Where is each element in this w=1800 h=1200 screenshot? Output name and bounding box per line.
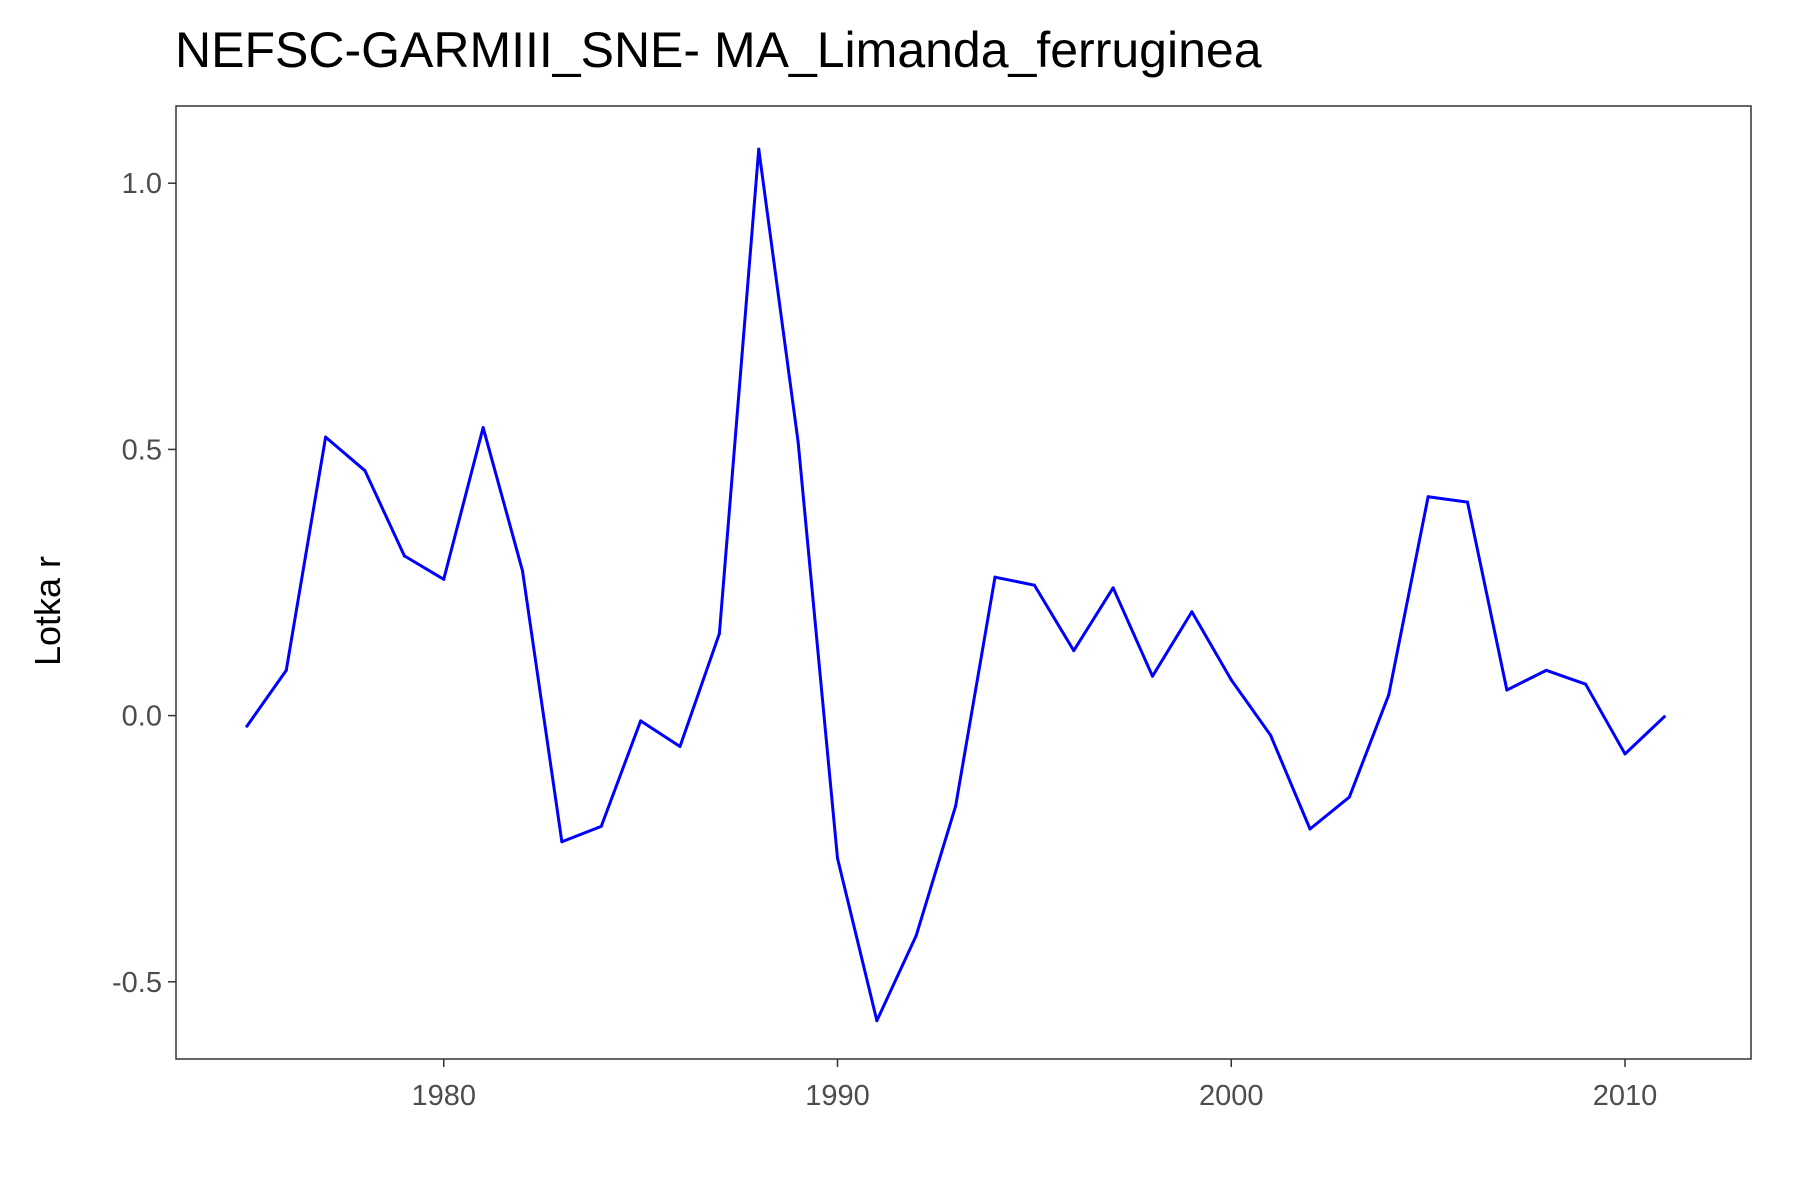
data-point-2000 [1229,678,1233,682]
data-point-1990 [836,856,839,860]
data-point-1982 [521,569,524,573]
data-point-2005 [1426,495,1430,499]
x-tick-label: 2000 [1199,1080,1264,1112]
y-axis-label: Lotka r [27,556,68,666]
data-point-1988 [757,147,761,151]
data-point-2006 [1466,500,1469,504]
y-tick-label: -0.5 [112,967,162,999]
data-point-2010 [1623,752,1627,756]
data-point-1979 [402,554,406,558]
data-point-2009 [1584,682,1588,686]
data-point-1981 [481,426,485,430]
data-point-1998 [1151,674,1154,678]
x-tick-label: 1990 [805,1080,870,1112]
plot-panel-border [175,105,1752,1060]
series-line [245,147,1666,1023]
y-tick-label: 1.0 [122,168,162,200]
data-point-2003 [1347,795,1351,799]
data-point-1983 [560,840,564,844]
chart-title: NEFSC-GARMIII_SNE- MA_Limanda_ferruginea [175,22,1262,78]
data-point-1995 [1032,583,1036,587]
data-point-1978 [363,469,367,473]
data-point-2008 [1544,668,1548,672]
data-point-1991 [875,1019,879,1023]
data-point-2002 [1308,827,1312,831]
y-axis: 1.0 0.5 0.0 -0.5 [112,168,176,999]
data-point-1996 [1072,649,1076,653]
data-point-1994 [993,575,997,579]
data-point-1980 [442,577,446,581]
y-tick-label: 0.5 [122,434,162,466]
data-point-1989 [796,440,800,444]
data-point-1987 [717,632,721,636]
data-point-1993 [954,804,958,808]
data-points [245,147,1666,1023]
y-tick-label: 0.0 [122,701,162,733]
x-axis: 1980 1990 2000 2010 [411,1059,1657,1112]
data-point-1999 [1190,610,1194,614]
data-point-1976 [284,668,288,672]
data-point-1997 [1111,586,1115,590]
data-point-2001 [1269,733,1273,737]
data-point-1977 [324,435,328,439]
data-point-2011 [1662,715,1666,719]
x-tick-label: 2010 [1593,1080,1658,1112]
x-tick-label: 1980 [411,1080,476,1112]
data-point-1986 [678,744,682,748]
data-point-1992 [914,933,918,937]
data-point-2007 [1505,688,1509,692]
data-point-1984 [599,824,603,828]
data-point-2004 [1387,693,1391,697]
data-point-1985 [639,719,643,723]
data-point-1975 [245,724,249,728]
